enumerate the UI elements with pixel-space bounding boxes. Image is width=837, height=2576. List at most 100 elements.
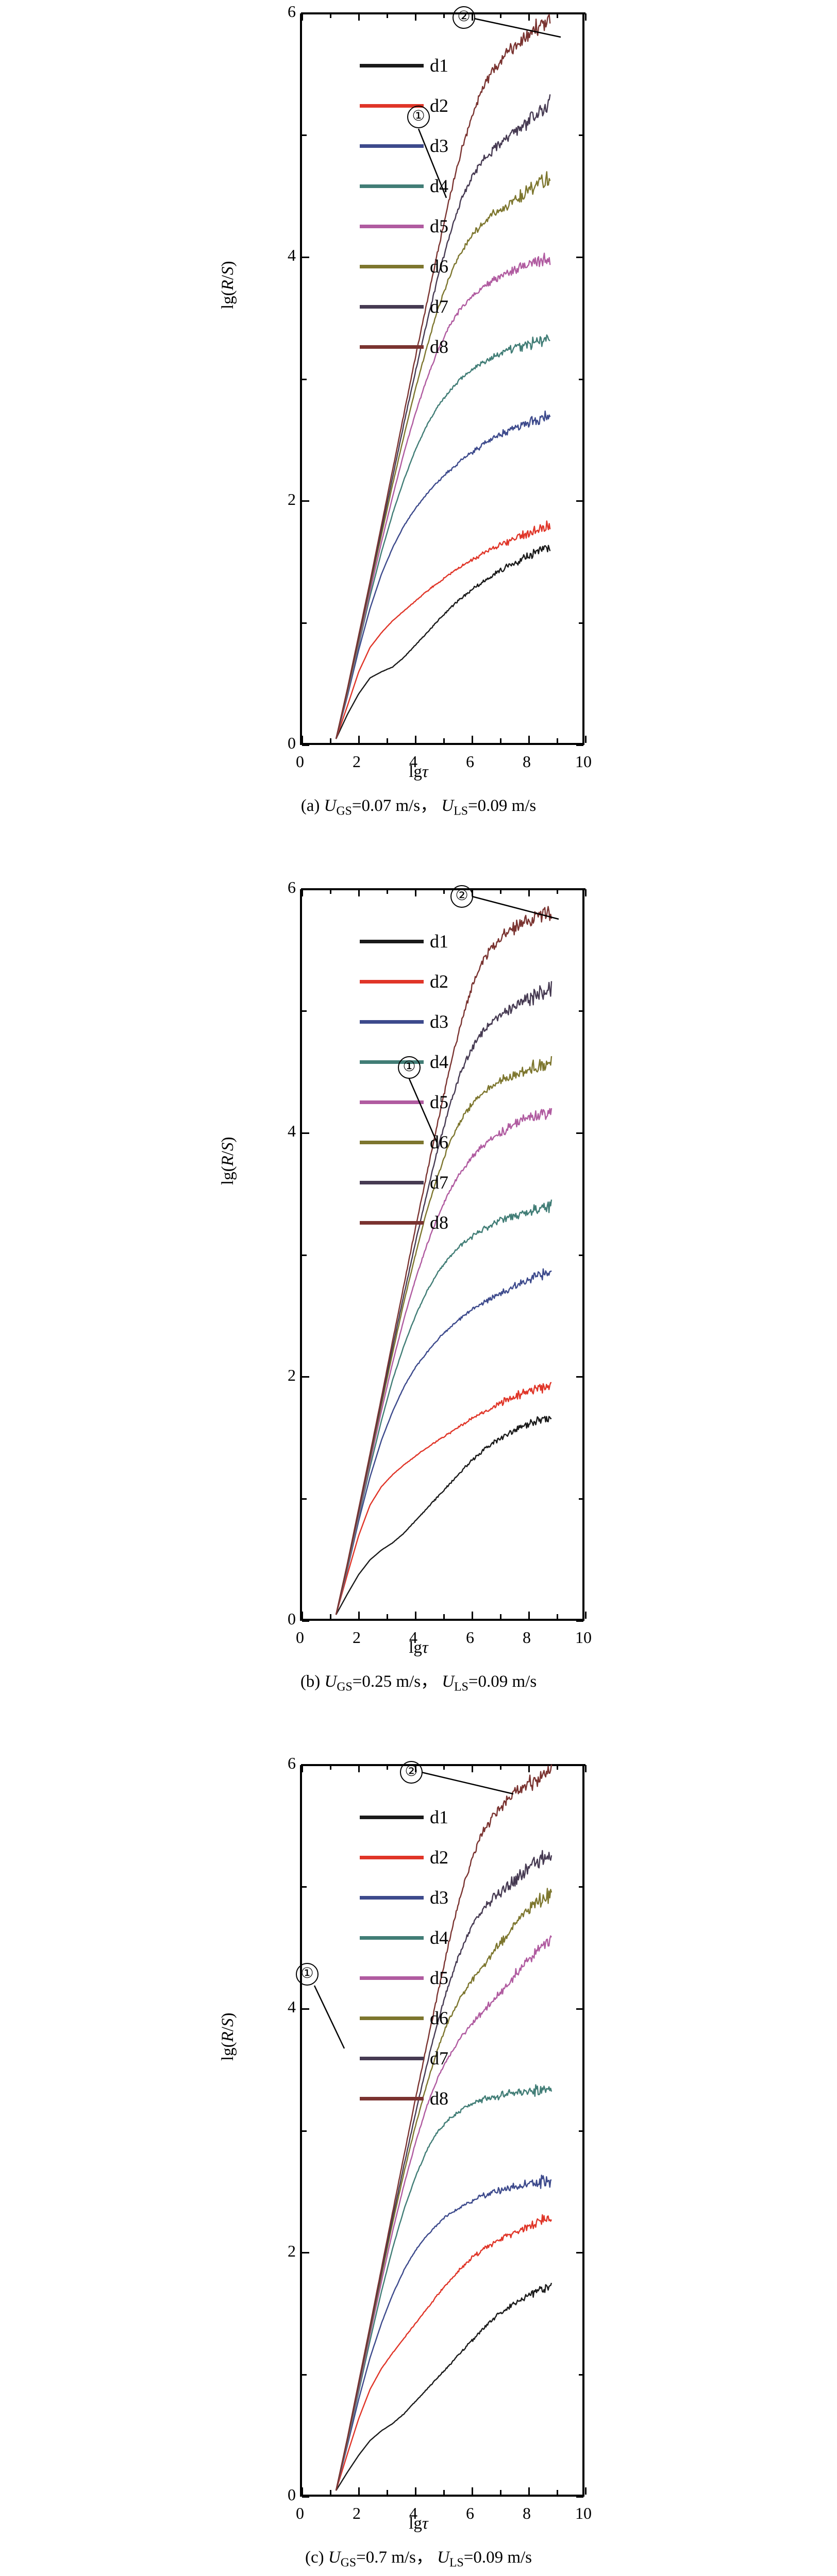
annotation-one-b: ① xyxy=(398,1056,421,1079)
legend-label-d1-a: d1 xyxy=(430,55,448,76)
x-minor-tick-top-b-7 xyxy=(499,889,501,894)
caption-c-prefix: (c) xyxy=(305,2548,328,2567)
legend-item-d8-b[interactable]: d8 xyxy=(360,1202,448,1243)
annotation-two-label-a: ② xyxy=(453,6,475,29)
x-tick-label-a-4: 4 xyxy=(409,752,417,771)
x-axis-title-c: lgτ xyxy=(409,2514,428,2533)
legend-item-d5-a[interactable]: d5 xyxy=(360,206,448,246)
x-tick-c-4 xyxy=(414,2487,416,2495)
caption-b-u2-sub: LS xyxy=(454,1680,468,1694)
y-tick-label-c-6: 6 xyxy=(288,1754,296,1772)
legend-swatch-d1-b xyxy=(360,939,424,943)
x-minor-tick-top-c-5 xyxy=(443,1765,445,1770)
annotation-two-c: ② xyxy=(400,1761,423,1784)
legend-swatch-d2-c xyxy=(360,1855,424,1859)
legend-label-d8-c: d8 xyxy=(430,2088,448,2109)
legend-label-d1-b: d1 xyxy=(430,931,448,952)
legend-label-d1-c: d1 xyxy=(430,1807,448,1827)
legend-item-d2-a[interactable]: d2 xyxy=(360,86,448,126)
y-tick-right-a-6 xyxy=(576,12,583,14)
caption-c-u1-val: =0.7 m/s xyxy=(356,2548,416,2567)
legend-item-d6-b[interactable]: d6 xyxy=(360,1122,448,1162)
annotation-one-label-b: ① xyxy=(398,1056,421,1079)
legend-item-d7-c[interactable]: d7 xyxy=(360,2038,448,2078)
annotation-one-leader-a xyxy=(417,128,447,198)
x-minor-tick-top-c-7 xyxy=(499,1765,501,1770)
x-tick-top-a-4 xyxy=(414,13,416,21)
legend-item-d5-b[interactable]: d5 xyxy=(360,1082,448,1122)
legend-item-d8-a[interactable]: d8 xyxy=(360,327,448,367)
y-minor-tick-a-5 xyxy=(302,134,307,137)
x-tick-top-c-10 xyxy=(584,1765,587,1772)
caption-a-u1-val: =0.07 m/s xyxy=(351,796,421,815)
x-minor-tick-b-9 xyxy=(556,1614,558,1619)
y-axis-title-c: lg(R/S) xyxy=(219,2012,237,2061)
curves-svg-b xyxy=(335,906,553,1615)
legend-item-d6-c[interactable]: d6 xyxy=(360,1998,448,2038)
caption-a-u1-sub: GS xyxy=(336,804,352,818)
y-tick-c-0 xyxy=(302,2496,309,2498)
y-minor-tick-right-b-5 xyxy=(579,1010,583,1012)
legend-item-d2-b[interactable]: d2 xyxy=(360,961,448,1002)
y-minor-tick-b-3 xyxy=(302,1254,307,1256)
legend-item-d1-c[interactable]: d1 xyxy=(360,1797,448,1837)
series-line-d1-b xyxy=(335,1416,552,1615)
x-tick-b-8 xyxy=(528,1612,530,1619)
legend-swatch-d6-a xyxy=(360,264,424,268)
legend-item-d7-b[interactable]: d7 xyxy=(360,1162,448,1202)
legend-swatch-d8-b xyxy=(360,1221,424,1225)
series-line-d4-b xyxy=(335,1199,553,1615)
legend-item-d1-a[interactable]: d1 xyxy=(360,45,448,86)
y-tick-a-4 xyxy=(302,256,309,258)
legend-item-d5-c[interactable]: d5 xyxy=(360,1958,448,1998)
legend-item-d3-a[interactable]: d3 xyxy=(360,126,448,166)
legend-item-d3-b[interactable]: d3 xyxy=(360,1002,448,1042)
legend-item-d4-c[interactable]: d4 xyxy=(360,1918,448,1958)
y-minor-tick-right-a-5 xyxy=(579,134,583,137)
legend-item-d4-b[interactable]: d4 xyxy=(360,1042,448,1082)
x-tick-a-8 xyxy=(528,736,530,743)
caption-b: (b) UGS=0.25 m/s， ULS=0.09 m/s xyxy=(0,1667,837,1694)
legend-item-d3-c[interactable]: d3 xyxy=(360,1877,448,1918)
x-tick-top-b-10 xyxy=(584,889,587,896)
x-tick-a-0 xyxy=(301,736,303,743)
x-minor-tick-top-a-5 xyxy=(443,13,445,18)
series-line-d5-a xyxy=(335,252,551,739)
legend-swatch-d3-c xyxy=(360,1895,424,1900)
y-axis-title-b: lg(R/S) xyxy=(219,1137,237,1185)
legend-item-d1-b[interactable]: d1 xyxy=(360,921,448,961)
x-tick-top-b-4 xyxy=(414,889,416,896)
caption-a-u2: U xyxy=(441,796,454,815)
annotation-two-label-b: ② xyxy=(450,885,473,908)
legend-item-d6-a[interactable]: d6 xyxy=(360,246,448,286)
annotation-two-leader-c xyxy=(421,1771,514,1795)
legend-swatch-d3-a xyxy=(360,144,424,148)
legend-swatch-d1-a xyxy=(360,63,424,67)
series-line-d3-b xyxy=(335,1268,552,1615)
y-tick-c-2 xyxy=(302,2252,309,2254)
x-tick-b-4 xyxy=(414,1612,416,1619)
x-tick-top-a-2 xyxy=(358,13,360,21)
x-minor-tick-top-b-5 xyxy=(443,889,445,894)
legend-item-d7-a[interactable]: d7 xyxy=(360,286,448,327)
panel-b: lg(R/S) d1 d2 d3 d4 d5 d6 d7 d8 ① ② lgτ 0 2 4 6 0 2 4… xyxy=(0,876,837,1752)
legend-label-d2-c: d2 xyxy=(430,1847,448,1868)
x-tick-label-a-10: 10 xyxy=(575,752,592,771)
caption-b-u2: U xyxy=(442,1672,455,1691)
annotation-two-a: ② xyxy=(453,6,475,29)
x-tick-a-6 xyxy=(471,736,473,743)
caption-b-u1-val: =0.25 m/s xyxy=(352,1672,421,1691)
x-minor-tick-top-c-3 xyxy=(386,1765,388,1770)
legend-item-d8-c[interactable]: d8 xyxy=(360,2078,448,2119)
caption-c-sep: ， xyxy=(415,2548,433,2567)
legend-item-d2-c[interactable]: d2 xyxy=(360,1837,448,1877)
legend-swatch-d7-b xyxy=(360,1180,424,1184)
y-tick-b-4 xyxy=(302,1132,309,1134)
legend-label-d4-c: d4 xyxy=(430,1927,448,1948)
axis-right-c xyxy=(582,1764,584,2497)
x-tick-label-b-2: 2 xyxy=(353,1628,361,1647)
x-minor-tick-a-9 xyxy=(556,738,558,743)
legend-label-d4-b: d4 xyxy=(430,1052,448,1072)
caption-c-u2-sub: LS xyxy=(449,2556,464,2570)
